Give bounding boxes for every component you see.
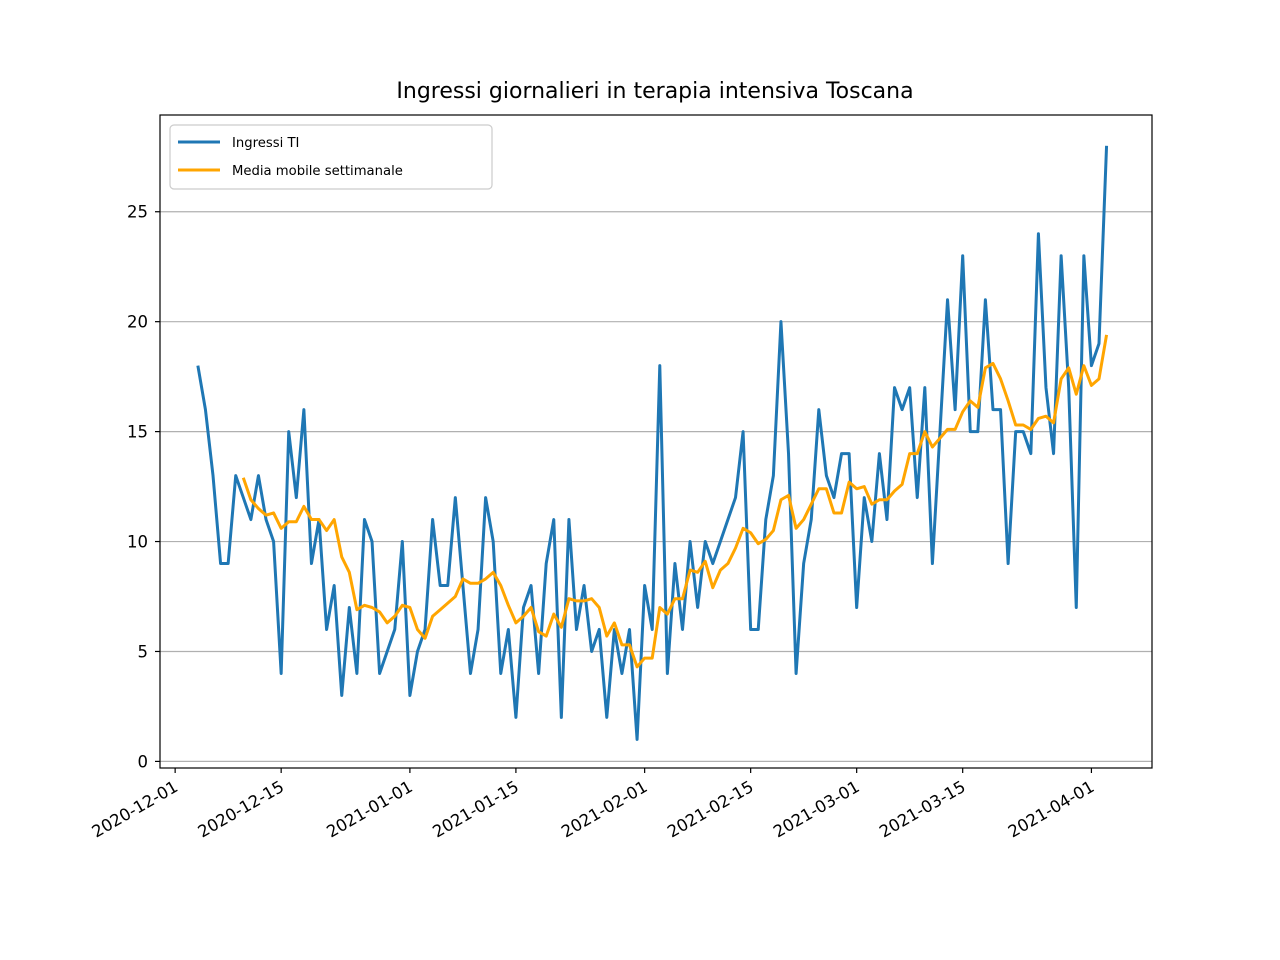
chart-title: Ingressi giornalieri in terapia intensiv… (396, 79, 913, 104)
plot-area-frame (159, 114, 1153, 769)
axis-ticks: 0 5 10 15 20 25 2020-12-01 2020-12-15 2021-01-01… (89, 203, 1098, 842)
legend: Ingressi TI Media mobile settimanale (169, 124, 493, 190)
legend-box (169, 124, 493, 190)
x-tick-label: 2021-01-01 (323, 777, 416, 841)
y-tick-label: 5 (138, 642, 149, 661)
x-tick-label: 2021-04-01 (1005, 777, 1098, 841)
x-tick-label: 2021-01-15 (429, 777, 522, 841)
x-tick-label: 2021-02-01 (558, 777, 651, 841)
x-tick-label: 2020-12-15 (195, 777, 288, 841)
x-tick-label: 2021-03-01 (770, 777, 863, 841)
legend-label-media-mobile: Media mobile settimanale (232, 164, 403, 179)
legend-label-ingressi: Ingressi TI (232, 136, 299, 151)
x-tick-label: 2021-02-15 (664, 777, 757, 841)
x-tick-label: 2021-03-15 (876, 777, 969, 841)
x-tick-label: 2020-12-01 (89, 777, 182, 841)
y-tick-label: 10 (127, 533, 148, 552)
plot-series (196, 145, 1109, 741)
series-line-media-mobile (241, 334, 1109, 669)
y-tick-label: 0 (138, 752, 149, 771)
series-line-ingressi-ti (196, 145, 1109, 741)
y-tick-label: 15 (127, 423, 148, 442)
y-tick-label: 25 (127, 203, 148, 222)
y-tick-label: 20 (127, 313, 148, 332)
